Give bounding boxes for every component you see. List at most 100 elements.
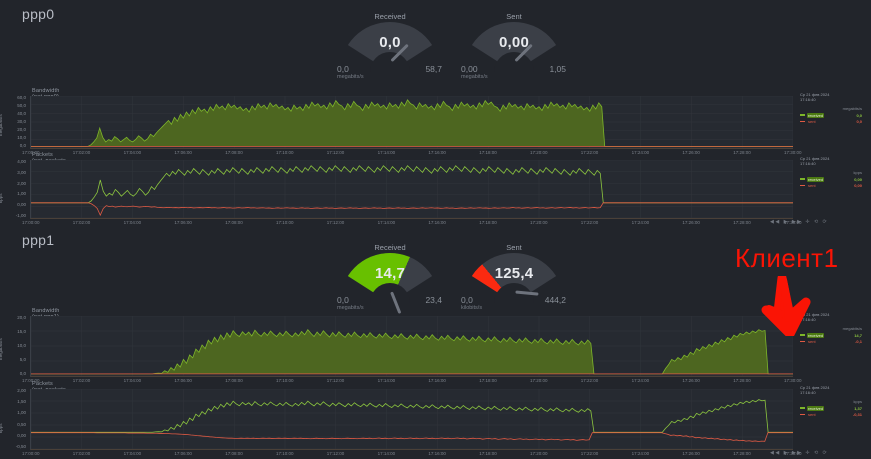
x-tick-label: 17:00:00: [22, 150, 40, 155]
legend-date: Ср 21 фев 2024: [800, 385, 830, 390]
plot-area[interactable]: [30, 96, 793, 149]
x-tick-label: 17:04:00: [123, 378, 142, 383]
x-tick-label: 17:02:00: [72, 150, 91, 155]
y-tick-label: 3,00: [17, 169, 26, 175]
legend-date: Ср 21 фев 2024: [800, 92, 830, 97]
x-tick-label: 17:22:00: [580, 150, 599, 155]
legend-color-swatch: [800, 340, 805, 343]
playback-controls[interactable]: ◀◀ ▶ ▶▶ ✛ ⟲ ⟳: [770, 219, 829, 225]
y-tick-label: 2,00: [17, 180, 26, 186]
gauge-value: 14,7: [375, 265, 405, 282]
legend-color-swatch: [800, 334, 805, 336]
plot-area[interactable]: [30, 316, 793, 377]
series-line-sent: [31, 202, 793, 217]
plot-area[interactable]: [30, 160, 793, 219]
x-tick-label: 17:00:00: [22, 220, 40, 225]
x-tick-label: 17:22:00: [580, 378, 599, 383]
legend-series-value: 0,0: [856, 119, 862, 124]
y-tick-label: -0,50: [15, 444, 26, 449]
x-tick-label: 17:26:00: [682, 220, 700, 225]
legend-color-swatch: [800, 178, 805, 180]
gauge-value: 0,0: [379, 34, 401, 51]
series-area-received: [31, 99, 793, 147]
y-tick-label: 0,0: [19, 371, 26, 376]
plot-area[interactable]: [30, 389, 793, 450]
y-tick-label: 1,50: [17, 399, 26, 405]
x-tick-label: 17:18:00: [479, 150, 497, 155]
y-tick-label: 15,0: [17, 329, 26, 334]
x-tick-label: 17:08:00: [225, 150, 243, 155]
gauge-group-ppp0: Received 0,0 0,0 megabits/s 58,7 Sent 0,00 0,00…: [335, 12, 569, 84]
y-tick-label: 1,00: [17, 410, 26, 416]
x-tick-label: 17:30:00: [784, 378, 802, 383]
gauge-unit-label: megabits/s: [461, 74, 488, 80]
section-title-ppp1: ppp1: [22, 232, 55, 248]
x-tick-label: 17:14:00: [377, 378, 396, 383]
x-tick-label: 17:12:00: [326, 220, 345, 225]
x-tick-label: 17:08:00: [225, 220, 243, 225]
legend-series-value: -0,31: [852, 412, 862, 417]
gauge-min-label: 0,0: [337, 64, 349, 74]
chart-legend: Ср 21 фев 2024 17:16:40 megabits/s received…: [800, 312, 862, 344]
gauge-arc: [464, 253, 564, 303]
legend-row[interactable]: received 14,7: [800, 332, 862, 338]
y-tick-label: 1,00: [17, 191, 26, 197]
x-tick-label: 17:14:00: [377, 150, 396, 155]
legend-series-name: received: [807, 405, 825, 411]
gauge-sent: Sent 125,4 0,0 kilobits/s 444,2: [459, 243, 569, 315]
playback-controls[interactable]: ◀◀ ▶ ▶▶ ✛ ⟲ ⟳: [770, 450, 829, 456]
y-axis-title: megabits/s: [0, 338, 3, 360]
legend-series-value: -0,1: [855, 339, 862, 344]
x-tick-label: 17:16:00: [428, 378, 446, 383]
legend-row[interactable]: sent -0,1: [800, 339, 862, 344]
x-tick-label: 17:12:00: [326, 378, 345, 383]
gauge-value: 0,00: [499, 34, 529, 51]
y-tick-label: 20,0: [17, 315, 26, 320]
chart-legend: Ср 21 фев 2024 17:16:40 megabits/s received…: [800, 92, 862, 124]
x-tick-label: 17:22:00: [580, 220, 599, 225]
legend-row[interactable]: sent 0,0: [800, 119, 862, 124]
y-tick-label: 0,0: [19, 143, 26, 148]
x-tick-label: 17:24:00: [631, 220, 650, 225]
legend-series-name: received: [807, 176, 825, 182]
gauge-min-label: 0,0: [337, 295, 349, 305]
gauge-arc: [340, 22, 440, 72]
y-tick-label: 5,0: [19, 357, 26, 362]
gauge-sent: Sent 0,00 0,00 megabits/s 1,05: [459, 12, 569, 84]
y-tick-label: 4,00: [17, 159, 26, 164]
chart-legend: Ср 21 фев 2024 17:16:40 kpps received 1,37 se…: [800, 385, 862, 417]
legend-series-name: sent: [808, 183, 816, 188]
legend-row[interactable]: sent -0,31: [800, 412, 862, 417]
x-tick-label: 17:28:00: [733, 378, 751, 383]
x-tick-label: 17:26:00: [682, 150, 700, 155]
annotation-down-arrow-icon: [761, 276, 811, 336]
y-axis-title: kpps: [0, 423, 3, 433]
legend-color-swatch: [800, 413, 805, 416]
gauge-max-label: 58,7: [425, 64, 442, 74]
x-tick-label: 17:06:00: [174, 378, 192, 383]
y-tick-label: 10,0: [17, 135, 26, 140]
legend-units: megabits/s: [842, 326, 862, 331]
y-tick-label: 60,0: [17, 95, 26, 100]
legend-time: 17:16:40: [800, 390, 816, 395]
y-tick-label: 40,0: [17, 111, 26, 116]
y-axis-title: megabits/s: [0, 114, 3, 136]
legend-series-value: 0,00: [854, 176, 862, 182]
y-tick-label: 20,0: [17, 127, 26, 132]
x-tick-label: 17:28:00: [733, 150, 751, 155]
legend-row[interactable]: received 0,0: [800, 112, 862, 118]
legend-row[interactable]: sent 0,00: [800, 183, 862, 188]
legend-row[interactable]: received 0,00: [800, 176, 862, 182]
x-tick-label: 17:24:00: [631, 378, 650, 383]
x-tick-label: 17:10:00: [276, 378, 294, 383]
series-line-received: [31, 399, 793, 433]
y-axis: 2,00 1,50 1,00 0,50 0,00 -0,50: [0, 388, 28, 449]
legend-row[interactable]: received 1,37: [800, 405, 862, 411]
annotation-label-client1: Клиент1: [735, 243, 839, 273]
y-axis: 20,0 15,0 10,0 5,0 0,0: [0, 315, 28, 376]
legend-series-value: 0,00: [854, 183, 862, 188]
gauge-value: 125,4: [494, 265, 534, 282]
x-tick-label: 17:20:00: [530, 220, 548, 225]
y-axis: 60,0 50,0 40,0 30,0 20,0 10,0 0,0: [0, 95, 28, 148]
gauge-max-label: 444,2: [544, 295, 566, 305]
